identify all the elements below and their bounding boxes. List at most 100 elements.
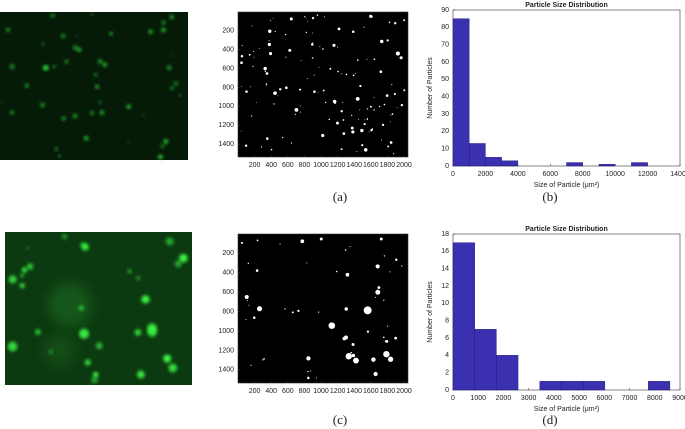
y-tick-label: 60	[441, 59, 449, 66]
x-tick-label: 0	[451, 395, 455, 402]
spot	[134, 329, 142, 336]
y-tick-label: 80	[441, 24, 449, 31]
particle	[394, 22, 397, 25]
particle	[307, 376, 310, 380]
particle	[371, 357, 376, 362]
particle	[268, 52, 273, 56]
particle	[256, 239, 259, 242]
particle	[251, 25, 253, 27]
particle	[240, 86, 242, 87]
particle	[313, 90, 316, 93]
particle	[265, 72, 269, 75]
particle	[248, 304, 250, 306]
caption: (a)	[333, 189, 347, 204]
x-tick-label: 10000	[605, 171, 625, 178]
spot	[58, 154, 61, 158]
particle	[263, 66, 267, 71]
spot	[92, 372, 99, 378]
spot	[40, 102, 45, 108]
spot	[179, 94, 182, 97]
bar	[566, 162, 583, 167]
y-tick-label: 12	[441, 283, 449, 290]
particle	[364, 119, 366, 121]
spot	[161, 20, 166, 25]
x-tick-label: 8000	[647, 395, 663, 402]
particle	[350, 126, 354, 130]
y-tick-label: 1000	[218, 103, 234, 110]
particle	[279, 88, 282, 91]
y-tick-label: 1400	[218, 141, 234, 148]
x-tick-label: 2000	[396, 388, 412, 395]
particle	[342, 119, 345, 121]
micrograph	[0, 12, 188, 160]
x-axis-label: Size of Particle (μm²)	[534, 406, 600, 413]
particle	[369, 105, 372, 108]
particle	[383, 350, 390, 358]
particle	[256, 306, 263, 312]
bar	[631, 162, 648, 167]
particle	[270, 19, 272, 21]
particle	[337, 70, 339, 73]
caption: (c)	[333, 412, 347, 427]
particle	[297, 309, 300, 313]
particle	[368, 131, 370, 133]
particle	[285, 56, 287, 58]
particle	[246, 300, 248, 302]
spot	[127, 141, 130, 144]
x-tick-label: 600	[282, 388, 294, 395]
bar	[485, 157, 502, 167]
spot	[60, 33, 66, 39]
x-tick-label: 800	[299, 388, 311, 395]
y-tick-label: 600	[222, 65, 234, 72]
x-tick-label: 1800	[380, 388, 396, 395]
particle	[383, 255, 386, 257]
particle	[265, 85, 267, 87]
particle	[311, 32, 313, 34]
particle	[273, 103, 275, 105]
bar	[469, 143, 486, 167]
particle	[281, 136, 284, 139]
particle	[288, 48, 292, 52]
micrograph-spots	[1, 13, 182, 160]
spot	[77, 47, 82, 52]
particle	[345, 73, 348, 76]
spot	[158, 154, 163, 160]
x-tick-label: 12000	[638, 171, 658, 178]
particle	[382, 336, 385, 339]
particle	[359, 109, 361, 111]
spot	[141, 295, 150, 304]
plot-area	[452, 9, 681, 167]
spot	[170, 54, 173, 57]
x-tick-label: 1400	[346, 388, 362, 395]
spot	[166, 65, 172, 70]
spot	[163, 139, 169, 144]
particle	[403, 89, 406, 92]
particle	[305, 17, 307, 19]
particle	[329, 67, 332, 70]
particle	[240, 130, 242, 132]
particle	[240, 241, 244, 244]
y-tick-label: 16	[441, 248, 449, 255]
particle	[355, 96, 360, 101]
particle	[319, 46, 321, 48]
particle	[387, 325, 389, 327]
spot	[95, 84, 99, 89]
spot	[91, 13, 94, 16]
x-tick-label: 1000	[313, 162, 329, 169]
particle	[383, 103, 386, 106]
particle	[340, 110, 343, 113]
spot	[174, 260, 182, 268]
particle	[377, 286, 381, 289]
spot	[20, 273, 24, 278]
x-tick-label: 7000	[622, 395, 638, 402]
x-tick-label: 1600	[363, 388, 379, 395]
particle	[306, 78, 308, 80]
spot	[6, 28, 10, 32]
x-tick-label: 3000	[521, 395, 537, 402]
particle	[262, 359, 264, 361]
particle	[373, 371, 378, 377]
particle	[268, 29, 272, 33]
y-tick-label: 1200	[218, 122, 234, 129]
spot	[173, 81, 179, 86]
particle	[253, 56, 255, 58]
